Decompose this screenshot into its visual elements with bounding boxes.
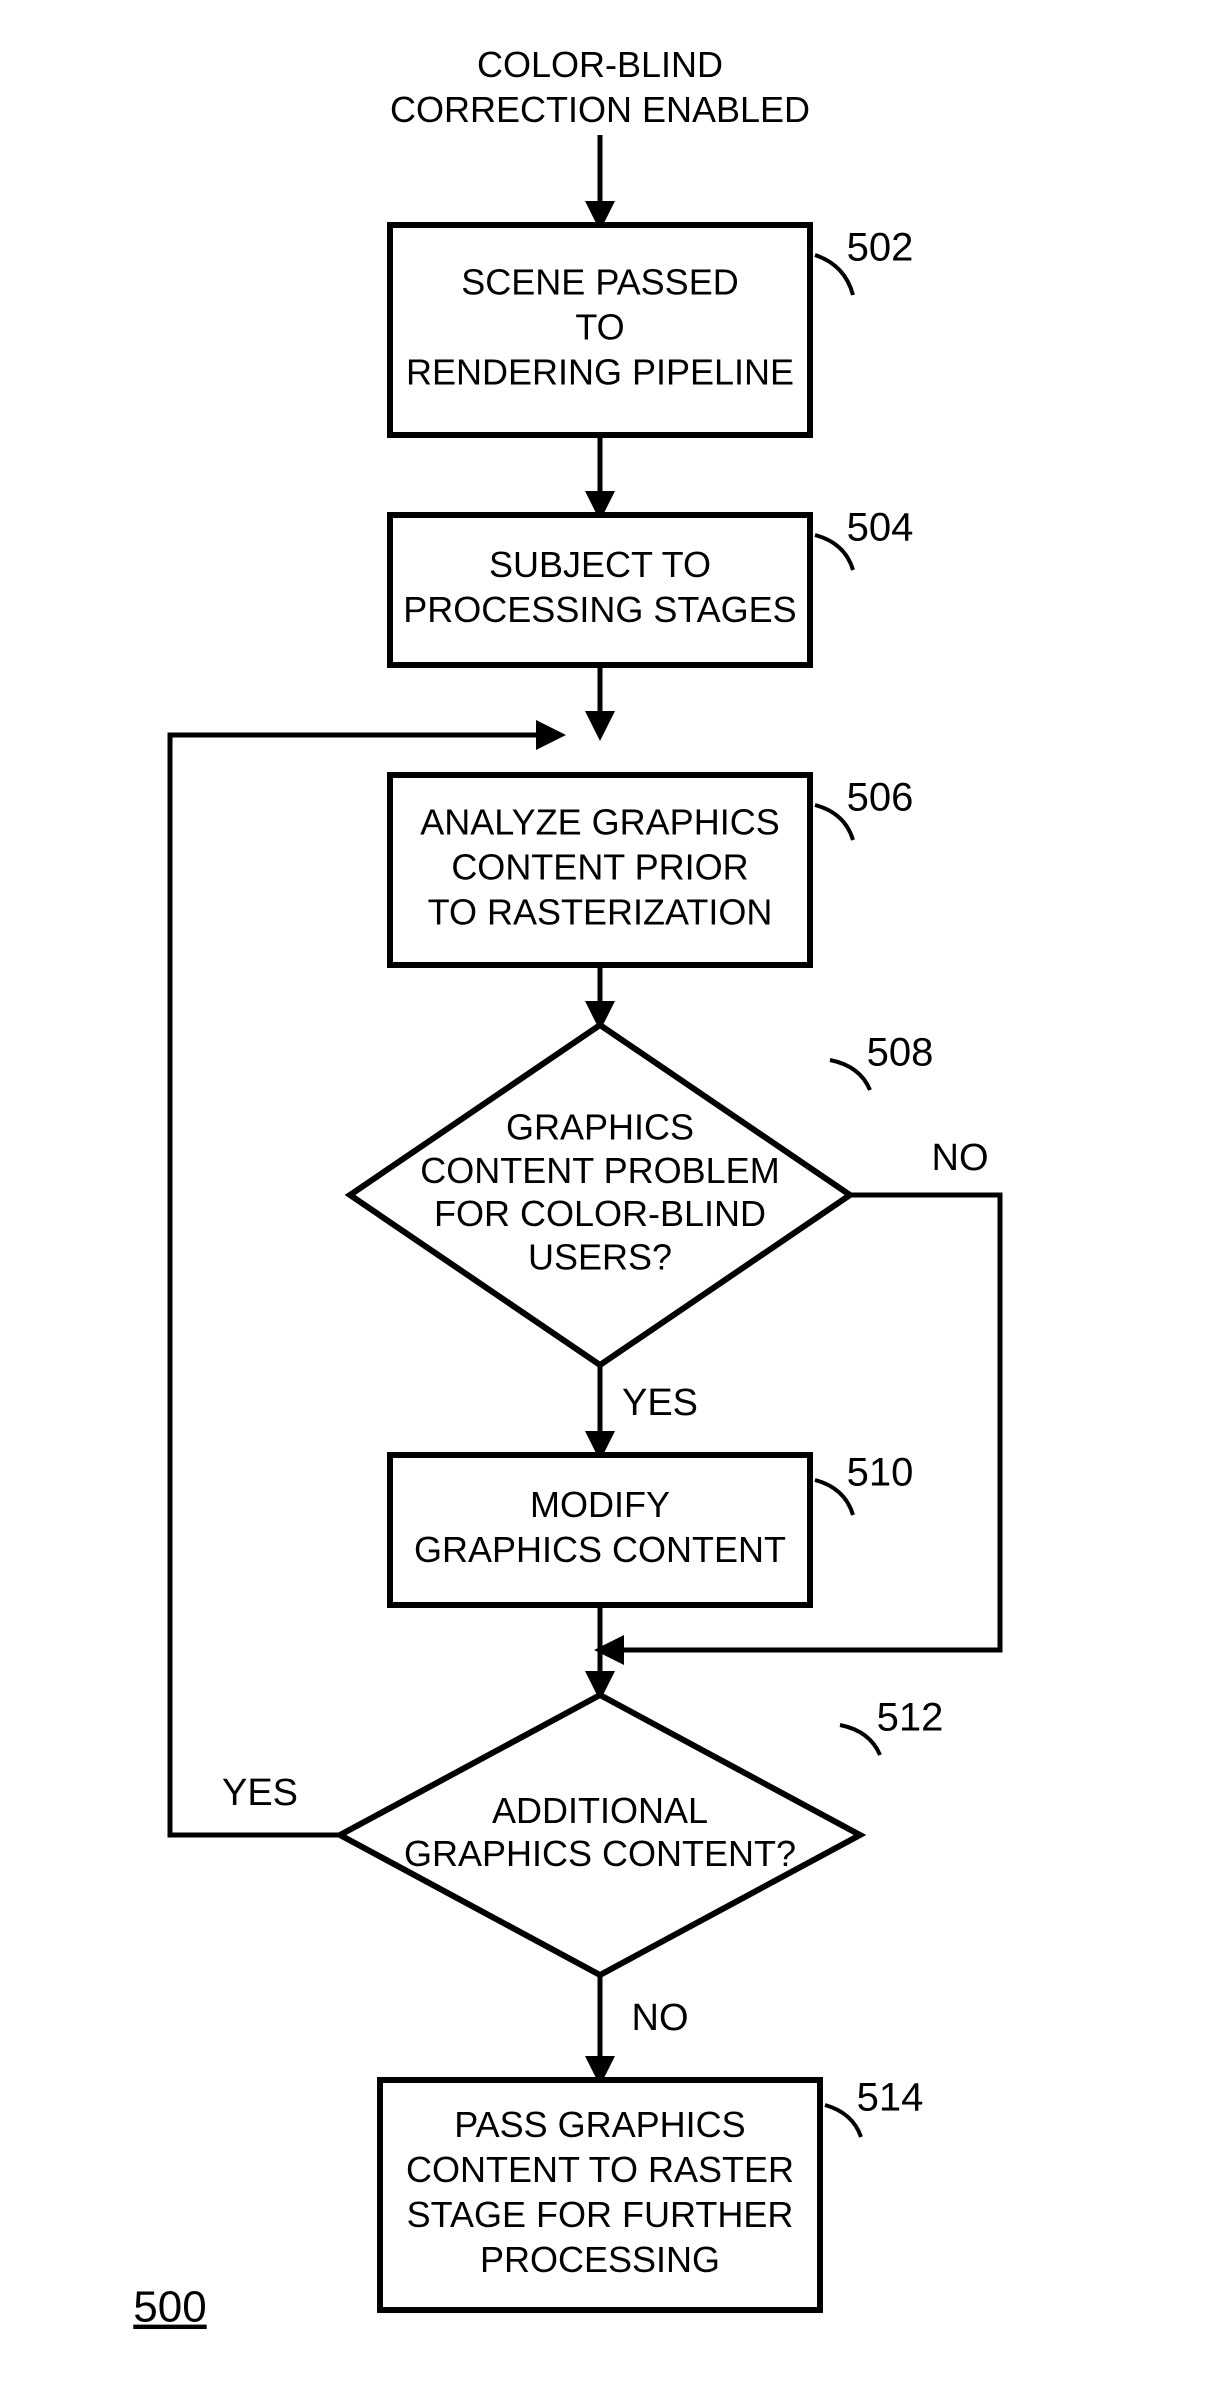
node-n512: ADDITIONALGRAPHICS CONTENT? — [340, 1695, 860, 1975]
edge-label: YES — [622, 1382, 698, 1424]
node-n504: SUBJECT TOPROCESSING STAGES — [390, 515, 810, 665]
svg-text:COLOR-BLIND: COLOR-BLIND — [477, 44, 723, 85]
svg-text:TO RASTERIZATION: TO RASTERIZATION — [428, 892, 773, 933]
label-leader-512 — [840, 1725, 880, 1755]
svg-text:PROCESSING STAGES: PROCESSING STAGES — [403, 589, 796, 630]
svg-text:CONTENT TO RASTER: CONTENT TO RASTER — [406, 2149, 794, 2190]
flowchart-svg: YES NO YES NO COLOR-BLINDCORRECTION ENABLED S… — [0, 0, 1209, 2406]
svg-text:GRAPHICS CONTENT: GRAPHICS CONTENT — [414, 1529, 786, 1570]
svg-text:FOR COLOR-BLIND: FOR COLOR-BLIND — [434, 1193, 766, 1234]
svg-text:RENDERING PIPELINE: RENDERING PIPELINE — [406, 352, 794, 393]
figure-number: 500 — [133, 2283, 206, 2332]
edge-label: NO — [932, 1137, 989, 1179]
label-leader-508 — [830, 1060, 870, 1090]
svg-text:SUBJECT TO: SUBJECT TO — [489, 544, 711, 585]
svg-text:GRAPHICS CONTENT?: GRAPHICS CONTENT? — [404, 1833, 796, 1874]
node-n506: ANALYZE GRAPHICSCONTENT PRIORTO RASTERIZ… — [390, 775, 810, 965]
svg-text:CONTENT PRIOR: CONTENT PRIOR — [451, 847, 748, 888]
node-n502: SCENE PASSEDTORENDERING PIPELINE — [390, 225, 810, 435]
ref-label-506: 506 — [847, 776, 914, 820]
svg-text:CORRECTION ENABLED: CORRECTION ENABLED — [390, 89, 810, 130]
svg-text:STAGE FOR FURTHER: STAGE FOR FURTHER — [407, 2194, 794, 2235]
ref-label-512: 512 — [877, 1696, 944, 1740]
node-n508: GRAPHICSCONTENT PROBLEMFOR COLOR-BLINDUS… — [350, 1025, 850, 1365]
svg-text:ANALYZE GRAPHICS: ANALYZE GRAPHICS — [420, 802, 779, 843]
node-n510: MODIFYGRAPHICS CONTENT — [390, 1455, 810, 1605]
ref-label-508: 508 — [867, 1031, 934, 1075]
label-leader-514 — [825, 2105, 861, 2137]
svg-text:MODIFY: MODIFY — [530, 1484, 670, 1525]
ref-label-502: 502 — [847, 226, 914, 270]
svg-text:GRAPHICS: GRAPHICS — [506, 1107, 694, 1148]
node-start: COLOR-BLINDCORRECTION ENABLED — [390, 44, 810, 130]
edge-label: YES — [222, 1772, 298, 1814]
svg-text:PROCESSING: PROCESSING — [480, 2239, 720, 2280]
svg-text:PASS GRAPHICS: PASS GRAPHICS — [454, 2104, 745, 2145]
svg-text:USERS?: USERS? — [528, 1236, 672, 1277]
svg-text:CONTENT PROBLEM: CONTENT PROBLEM — [420, 1150, 779, 1191]
ref-label-514: 514 — [857, 2076, 924, 2120]
ref-label-504: 504 — [847, 506, 914, 550]
ref-label-510: 510 — [847, 1451, 914, 1495]
svg-text:ADDITIONAL: ADDITIONAL — [492, 1790, 708, 1831]
svg-text:SCENE PASSED: SCENE PASSED — [461, 262, 738, 303]
edge-label: NO — [632, 1997, 689, 2039]
node-n514: PASS GRAPHICSCONTENT TO RASTERSTAGE FOR … — [380, 2080, 820, 2310]
svg-text:TO: TO — [575, 307, 624, 348]
